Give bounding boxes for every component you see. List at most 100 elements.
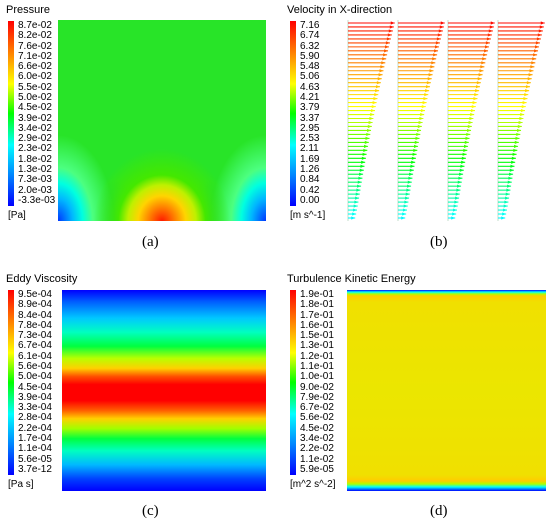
tick-label: 7.3e-04 [18,330,52,342]
velocity-vector-head [488,29,493,33]
velocity-vector-head [461,156,466,160]
velocity-vector-head [511,156,516,160]
velocity-vector-head [409,172,414,176]
tick-label: 5.0e-02 [18,91,52,103]
velocity-vector-head [533,53,538,57]
velocity-vector-head [478,73,483,77]
velocity-vector-head [414,140,419,144]
velocity-vector-head [436,37,441,41]
velocity-vector-head [457,180,462,184]
velocity-vector-head [362,152,367,156]
tke-unit: [m^2 s^-2] [290,479,336,490]
velocity-vector-head [367,128,372,133]
velocity-vector-head [540,21,545,25]
velocity-vector-head [359,168,364,172]
velocity-vector-head [489,25,494,29]
velocity-vector-head [507,180,512,184]
tke-field [347,290,546,491]
tke-ticks: 1.9e-01 1.8e-01 1.7e-01 1.6e-01 1.5e-01 … [300,290,334,475]
velocity-vector-head [453,204,458,208]
pressure-title: Pressure [6,4,51,16]
velocity-vector-head [355,196,360,200]
velocity-vector-head [481,61,486,65]
velocity-vector-head [409,168,414,172]
tick-label: 0.00 [300,194,320,206]
velocity-vector-head [451,216,456,220]
tick-label: 3.37 [300,112,320,124]
velocity-vector-head [480,65,485,69]
velocity-vector-head [531,61,536,65]
tick-label: 5.6e-05 [18,453,52,465]
velocity-vector-head [521,104,526,109]
velocity-vector-head [475,85,480,89]
eddy-viscosity-colorbar [8,290,14,475]
velocity-vector-head [402,212,407,216]
tick-label: 2.8e-04 [18,412,52,424]
velocity-vector-head [408,176,413,180]
tick-label: 6.74 [300,30,320,42]
velocity-vector-head [387,33,392,37]
velocity-vector-head [458,176,463,180]
velocity-vector-head [369,116,374,121]
velocity-vector-head [455,192,460,196]
velocity-vector-head [502,212,507,216]
velocity-vector-head [503,204,508,208]
tick-label: 3.4e-02 [300,432,334,444]
velocity-vector-head [517,128,522,133]
tick-label: 2.95 [300,122,320,134]
velocity-vector-head [483,53,488,57]
tick-label: 6.7e-04 [18,340,52,352]
tick-label: 7.16 [300,20,320,31]
velocity-vector-head [535,41,540,45]
velocity-vector-head [475,89,480,93]
velocity-vector-head [360,164,365,168]
velocity-vector-head [470,108,475,113]
velocity-vector-head [505,192,510,196]
tick-label: 5.5e-02 [18,81,52,93]
velocity-vector-head [517,124,522,129]
velocity-vector-head [514,140,519,144]
velocity-vector-head [377,77,382,81]
pressure-colorbar [8,21,14,206]
velocity-vector-head [388,29,393,33]
velocity-vector-head [374,93,379,97]
velocity-vector-head [529,69,534,73]
velocity-vector-head [523,97,528,101]
tick-label: 1.9e-01 [300,289,334,300]
velocity-vector-head [440,21,445,25]
velocity-vector-head [357,184,362,188]
velocity-vector-head [455,196,460,200]
tick-label: 6.0e-02 [18,71,52,83]
tick-label: 6.32 [300,40,320,52]
velocity-vector-head [411,160,416,164]
velocity-vector-head [352,212,357,216]
velocity-vector-head [421,104,426,109]
velocity-vector-head [460,164,465,168]
eddy-viscosity-ticks: 9.5e-04 8.9e-04 8.4e-04 7.8e-04 7.3e-04 … [18,290,52,475]
velocity-vector-head [419,116,424,121]
tick-label: 3.4e-02 [18,122,52,134]
velocity-vector-head [354,200,359,204]
velocity-vector-head [378,73,383,77]
velocity-vector-head [459,172,464,176]
tick-label: 1.7e-04 [18,432,52,444]
velocity-vector-head [522,100,527,105]
tick-label: 1.1e-02 [300,453,334,465]
velocity-vector-head [427,77,432,81]
velocity-vector-head [534,49,539,53]
velocity-vector-head [525,89,530,93]
tick-label: 0.84 [300,174,320,186]
tick-label: 1.3e-01 [300,340,334,352]
eddy-viscosity-field [62,290,266,491]
tick-label: 3.79 [300,102,320,114]
velocity-vector-head [490,21,495,25]
velocity-vector-head [465,136,470,141]
velocity-vector-head [437,33,442,37]
velocity-vector-head [356,188,361,192]
velocity-vector-head [375,85,380,89]
tick-label: 4.5e-02 [18,102,52,114]
velocity-vector-head [515,136,520,141]
velocity-vector-head [526,81,531,85]
velocity-vectors [347,20,545,221]
velocity-vector-head [407,180,412,184]
